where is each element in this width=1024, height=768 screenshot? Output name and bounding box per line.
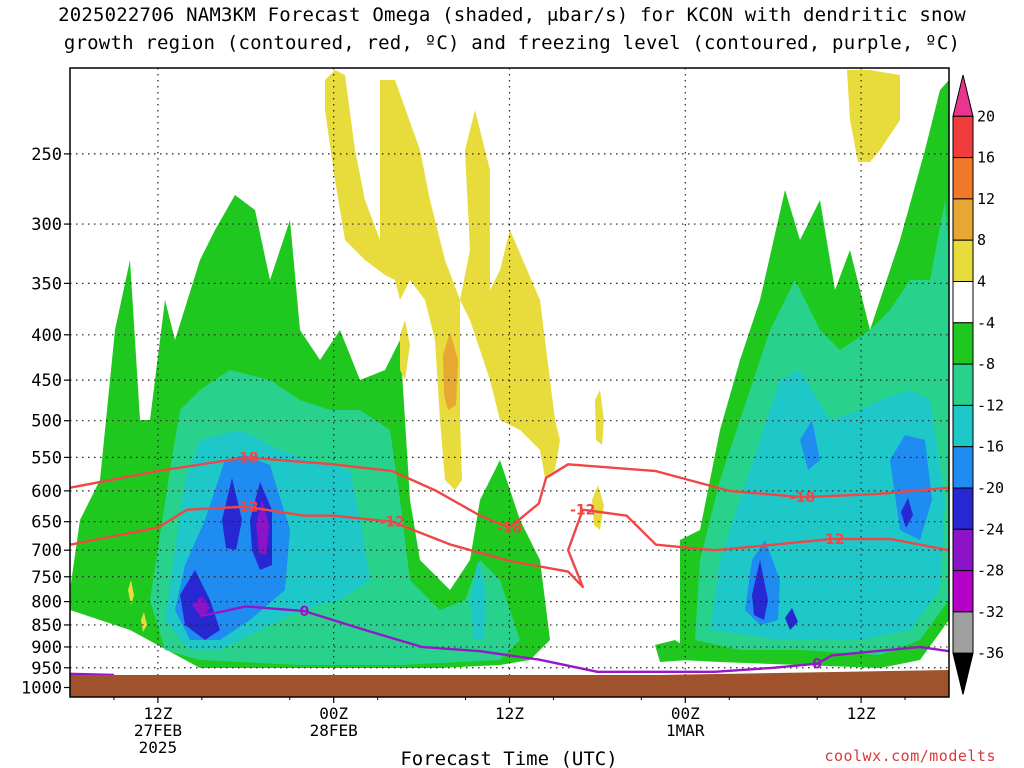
colorbar-bin (952, 322, 974, 365)
colorbar-bin (952, 157, 974, 200)
omega-region-yellow (595, 390, 604, 445)
y-tick-label: 600 (31, 482, 62, 502)
grid-layer (70, 68, 949, 697)
colorbar-label: -4 (977, 314, 995, 332)
omega-region-green (655, 640, 690, 662)
y-tick-label: 300 (31, 215, 62, 235)
colorbar-bin (952, 570, 974, 613)
colorbar-bin (952, 115, 974, 159)
y-tick-label: 700 (31, 541, 62, 561)
dgz-contour-line (70, 456, 949, 529)
colorbar-bin (952, 404, 974, 448)
x-tick-label: 12Z (495, 704, 524, 723)
colorbar-label: -36 (977, 644, 1004, 662)
colorbar-label: -20 (977, 479, 1004, 497)
dgz-contour-label: -12 (570, 503, 595, 519)
omega-region-dark-blue (752, 560, 768, 620)
colorbar-bin (952, 363, 974, 406)
chart-title-line-2: growth region (contoured, red, ºC) and f… (63, 32, 961, 54)
x-tick-label: 1MAR (666, 721, 705, 740)
colorbar-bin (952, 198, 974, 241)
y-tick-label: 350 (31, 274, 62, 294)
x-tick-label: 27FEB (134, 721, 182, 740)
colorbar-label: -24 (977, 520, 1004, 538)
freezing-level-contour-line (70, 672, 115, 677)
colorbar-label: 20 (977, 107, 995, 125)
freezing-level-contour-line (201, 605, 949, 673)
colorbar-label: 12 (977, 190, 995, 208)
x-tick-label: 12Z (847, 704, 876, 723)
y-axis: 2503003504004505005506006507007508008509… (21, 145, 70, 698)
y-tick-label: 900 (31, 638, 62, 658)
y-tick-label: 1000 (21, 678, 62, 698)
colorbar-bin (952, 611, 974, 654)
omega-region-dark-blue (901, 498, 913, 528)
y-tick-label: 550 (31, 448, 62, 468)
colorbar-label: -12 (977, 396, 1004, 414)
y-tick-label: 400 (31, 326, 62, 346)
colorbar-label: -16 (977, 438, 1004, 456)
x-tick-label: 00Z (319, 704, 348, 723)
omega-region-dark-blue (785, 608, 798, 630)
colorbar-legend: 20 16 12 8 4 -4 -8 -12 -16 -20 -24 -28 -32 -36 (952, 74, 1004, 695)
dgz-contour-label: -12 (233, 500, 258, 516)
colorbar-bin (952, 487, 974, 530)
y-tick-label: 500 (31, 412, 62, 432)
colorbar-bin (952, 652, 974, 695)
omega-region-cyan (470, 560, 486, 640)
colorbar-bin (952, 74, 974, 117)
colorbar-label: -8 (977, 355, 995, 373)
omega-region-yellow (592, 485, 604, 530)
ground-surface-top (70, 670, 949, 697)
dgz-contour-label: -18 (233, 450, 258, 466)
omega-shading-layer (70, 70, 949, 668)
x-tick-label: 12Z (143, 704, 172, 723)
colorbar-bin (952, 528, 974, 572)
chart-title-line-1: 2025022706 NAM3KM Forecast Omega (shaded… (58, 4, 966, 26)
omega-region-yellow (325, 70, 560, 490)
dgz-contour-label: -18 (497, 521, 522, 537)
y-tick-label: 450 (31, 371, 62, 391)
colorbar-label: 16 (977, 149, 995, 167)
x-tick-label: 2025 (139, 738, 178, 757)
omega-region-yellow (141, 612, 147, 632)
colorbar-label: -28 (977, 562, 1004, 580)
x-tick-label: 00Z (671, 704, 700, 723)
y-tick-label: 800 (31, 593, 62, 613)
y-tick-label: 250 (31, 145, 62, 165)
omega-region-orange (443, 332, 458, 410)
omega-region-yellow (400, 320, 410, 380)
x-tick-label: 28FEB (310, 721, 358, 740)
contour-layer: -18 -18 -18 -12 -12 -12 -12 0 0 (70, 450, 949, 677)
colorbar-label: 8 (977, 231, 986, 249)
y-tick-label: 850 (31, 616, 62, 636)
colorbar-bin (952, 239, 974, 282)
colorbar-bin (952, 446, 974, 489)
omega-region-purple (256, 500, 269, 555)
y-tick-label: 750 (31, 568, 62, 588)
dgz-contour-label: -18 (790, 490, 815, 506)
omega-region-blue (890, 435, 932, 540)
omega-region-yellow (128, 580, 134, 605)
dgz-contour-label: -12 (819, 532, 844, 548)
colorbar-bin (952, 281, 974, 324)
colorbar-label: -32 (977, 603, 1004, 621)
colorbar-label: 4 (977, 273, 986, 291)
site-credit: coolwx.com/modelts (824, 747, 996, 765)
freezing-level-contour-label: 0 (300, 604, 310, 620)
dgz-contour-line (70, 505, 949, 589)
x-axis-label: Forecast Time (UTC) (400, 748, 617, 768)
omega-region-yellow (847, 70, 900, 162)
y-tick-label: 950 (31, 659, 62, 679)
y-tick-label: 650 (31, 513, 62, 533)
dgz-contour-label: -12 (380, 515, 405, 531)
omega-region-dark-blue (222, 478, 242, 550)
freezing-level-contour-label: 0 (812, 657, 822, 673)
